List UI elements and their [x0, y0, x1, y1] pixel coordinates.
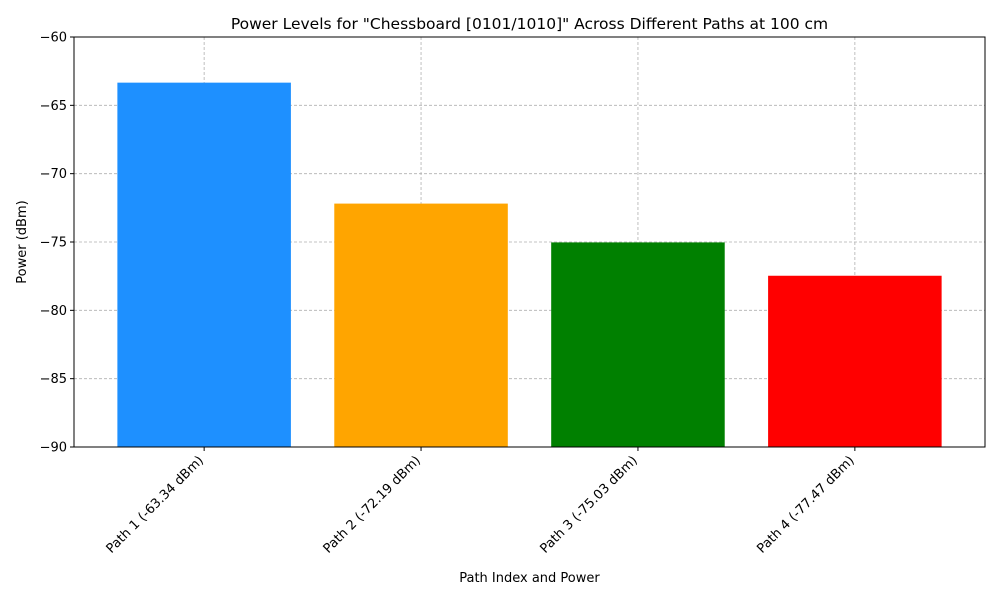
y-axis-ticks: −90 −85 −80 −75 −70 −65 −60: [40, 31, 74, 456]
x-tick-label: Path 4 (-77.47 dBm): [754, 453, 857, 556]
y-tick-label: −80: [40, 304, 67, 319]
y-tick-label: −85: [40, 372, 67, 387]
x-tick-label: Path 3 (-75.03 dBm): [537, 453, 640, 556]
y-tick-label: −65: [40, 99, 67, 114]
bar-path-2: [334, 203, 508, 447]
y-tick-label: −70: [40, 167, 67, 182]
x-axis-title: Path Index and Power: [459, 571, 600, 586]
bar-path-1: [117, 82, 291, 447]
y-axis-title: Power (dBm): [15, 200, 30, 283]
chart-title: Power Levels for "Chessboard [0101/1010]…: [231, 15, 828, 33]
bar-path-4: [768, 275, 942, 447]
x-tick-label: Path 2 (-72.19 dBm): [321, 453, 424, 556]
y-tick-label: −75: [40, 236, 67, 251]
y-tick-label: −60: [40, 31, 67, 46]
x-tick-label: Path 1 (-63.34 dBm): [104, 453, 207, 556]
x-axis-ticks: Path 1 (-63.34 dBm) Path 2 (-72.19 dBm) Pa…: [104, 447, 858, 557]
bars: [117, 82, 942, 447]
y-tick-label: −90: [40, 441, 67, 456]
bar-path-3: [551, 242, 725, 447]
